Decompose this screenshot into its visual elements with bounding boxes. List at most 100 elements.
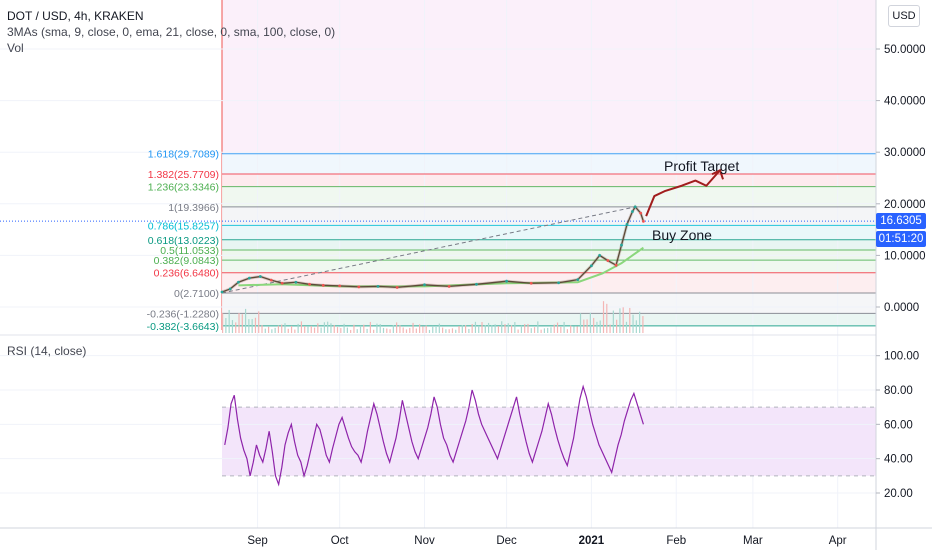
volume-bar	[560, 326, 562, 333]
time-tick-label: Nov	[414, 535, 435, 547]
price-point	[447, 284, 451, 288]
volume-bar	[445, 329, 447, 333]
volume-bar	[524, 324, 526, 333]
volume-bar	[241, 314, 243, 333]
volume-bar	[527, 323, 529, 333]
volume-bar	[448, 329, 450, 333]
volume-bar	[264, 328, 266, 333]
volume-bar	[612, 310, 614, 333]
price-point	[423, 283, 426, 287]
fib-zone	[222, 313, 876, 326]
volume-bar	[346, 327, 348, 333]
volume-bar	[497, 326, 500, 333]
price-point	[247, 276, 251, 280]
volume-bar	[340, 328, 342, 333]
volume-bar	[599, 320, 601, 333]
rsi-tick-label: 60.00	[884, 419, 913, 431]
fib-label: 0.382(9.0843)	[154, 255, 219, 267]
volume-bar	[379, 324, 381, 333]
volume-bar	[300, 321, 303, 333]
price-point	[631, 210, 634, 213]
price-point	[395, 285, 399, 289]
volume-bar	[507, 323, 509, 333]
volume-bar	[313, 327, 316, 333]
price-point	[280, 281, 284, 285]
price-point	[294, 280, 298, 284]
last-price-tag: 16.6305	[876, 213, 926, 230]
price-point	[625, 223, 629, 226]
price-point	[269, 278, 273, 282]
volume-bar	[602, 301, 605, 333]
indicator-legend: 3MAs (sma, 9, close, 0, ema, 21, close, …	[7, 25, 336, 39]
buy-zone-label: Buy Zone	[652, 227, 712, 243]
rsi-tick-label: 40.00	[884, 454, 913, 466]
countdown-tag: 01:51:20	[876, 231, 926, 248]
fib-label: -0.236(-1.2280)	[147, 308, 219, 320]
volume-bar	[284, 323, 286, 333]
volume-bar	[405, 329, 408, 333]
currency-button[interactable]: USD	[888, 5, 920, 27]
volume-bar	[520, 325, 523, 333]
volume-bar	[494, 324, 496, 333]
price-point	[620, 243, 623, 247]
price-point	[258, 275, 262, 278]
volume-bar	[225, 318, 227, 333]
price-point	[237, 280, 240, 284]
volume-bar	[412, 322, 414, 333]
volume-bar	[622, 307, 624, 333]
price-point	[598, 254, 602, 257]
volume-bar	[586, 319, 588, 333]
volume-bar	[504, 324, 506, 333]
volume-bar	[389, 329, 391, 333]
price-tick-label: 10.0000	[884, 250, 926, 262]
volume-bar	[593, 317, 595, 333]
time-tick-label: Feb	[666, 535, 686, 547]
volume-bar	[491, 325, 493, 333]
volume-bar	[353, 324, 355, 333]
profit-target-label: Profit Target	[664, 158, 739, 174]
time-tick-label: Oct	[331, 535, 350, 547]
volume-bar	[333, 325, 335, 333]
volume-bar	[228, 309, 230, 333]
volume-bar	[238, 313, 240, 333]
volume-bar	[274, 327, 276, 333]
fib-label: 0.786(15.8257)	[148, 220, 219, 232]
volume-bar	[251, 319, 253, 333]
fib-label: 1.618(29.7089)	[148, 149, 219, 161]
price-point	[529, 281, 533, 285]
price-point	[220, 290, 224, 294]
volume-bar	[583, 319, 585, 333]
volume-bar	[632, 314, 634, 333]
volume-bar	[307, 326, 309, 333]
volume-bar	[566, 329, 568, 333]
price-point	[642, 219, 645, 223]
volume-bar	[254, 317, 257, 333]
fib-trend-line	[221, 206, 636, 294]
price-point	[633, 205, 637, 209]
volume-bar	[533, 327, 536, 333]
volume-bar	[642, 316, 644, 333]
fib-zone	[222, 174, 876, 187]
rsi-tick-label: 80.00	[884, 385, 913, 397]
volume-bar	[438, 323, 440, 333]
volume-bar	[609, 324, 611, 333]
price-point	[505, 279, 508, 283]
price-point	[590, 264, 593, 268]
volume-bar	[363, 324, 365, 333]
volume-bar	[451, 328, 454, 333]
volume-bar	[464, 325, 467, 333]
volume-bar	[356, 329, 358, 333]
volume-bar	[235, 322, 237, 333]
volume-bars	[222, 301, 644, 333]
volume-bar	[350, 329, 352, 333]
volume-bar	[327, 321, 329, 333]
volume-bar	[543, 328, 546, 333]
volume-bar	[287, 328, 289, 333]
volume-bar	[576, 326, 578, 333]
volume-bar	[330, 323, 332, 333]
volume-bar	[304, 326, 306, 333]
volume-bar	[428, 329, 431, 333]
volume-bar	[501, 321, 503, 333]
price-point	[376, 284, 380, 288]
arrow-head	[711, 168, 724, 180]
